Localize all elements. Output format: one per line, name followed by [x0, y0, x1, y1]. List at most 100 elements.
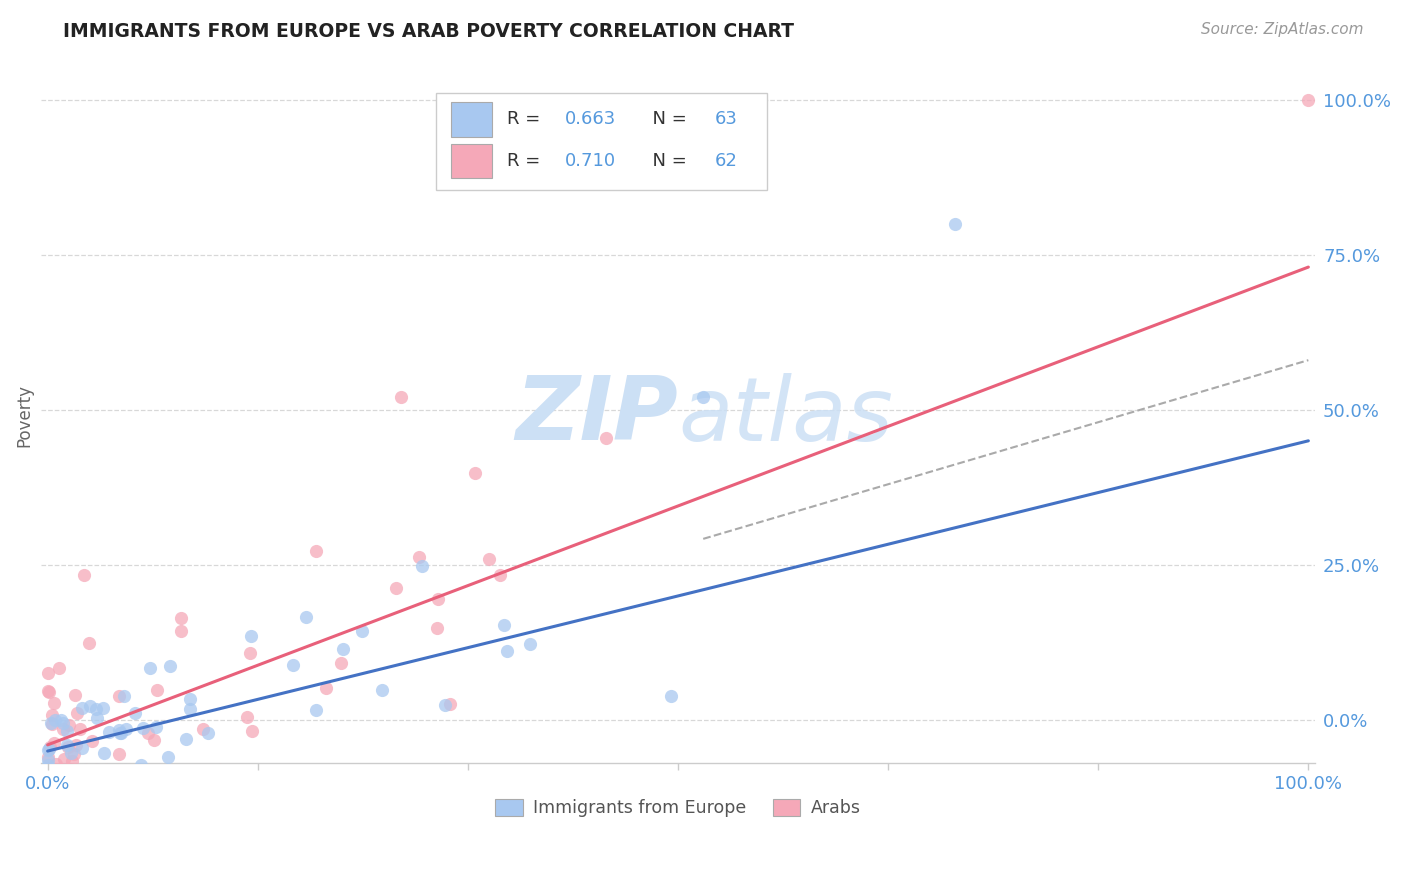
Point: [281, 657, 304, 672]
Point: [131, 721, 153, 735]
Point: [329, 657, 352, 671]
Text: N =: N =: [641, 152, 693, 170]
Point: [519, 637, 541, 651]
Point: [42, 763, 65, 777]
Point: [389, 390, 412, 404]
Point: [385, 581, 408, 595]
Point: [77, 636, 100, 650]
Point: [49, 713, 72, 727]
Point: [159, 763, 181, 777]
Point: [48, 660, 70, 674]
FancyBboxPatch shape: [436, 93, 768, 190]
Point: [433, 698, 456, 713]
Point: [411, 559, 433, 574]
Point: [115, 723, 138, 737]
Point: [179, 702, 201, 716]
Text: Source: ZipAtlas.com: Source: ZipAtlas.com: [1201, 22, 1364, 37]
Point: [146, 683, 169, 698]
Point: [193, 722, 215, 736]
Point: [170, 624, 193, 638]
Point: [63, 747, 86, 762]
Text: 63: 63: [714, 111, 738, 128]
Text: IMMIGRANTS FROM EUROPE VS ARAB POVERTY CORRELATION CHART: IMMIGRANTS FROM EUROPE VS ARAB POVERTY C…: [63, 22, 794, 41]
Point: [37, 665, 59, 680]
Text: 62: 62: [714, 152, 738, 170]
Text: atlas: atlas: [678, 373, 893, 459]
FancyBboxPatch shape: [451, 144, 492, 178]
Point: [659, 690, 682, 704]
Point: [174, 731, 197, 746]
Point: [352, 624, 374, 638]
Point: [108, 723, 131, 737]
Point: [1298, 93, 1320, 107]
Point: [138, 763, 160, 777]
Point: [240, 629, 263, 643]
Text: R =: R =: [508, 152, 547, 170]
Point: [128, 763, 150, 777]
Point: [52, 716, 75, 731]
Point: [53, 763, 76, 777]
Point: [59, 763, 82, 777]
Point: [108, 725, 131, 739]
Point: [84, 763, 107, 777]
Point: [489, 568, 512, 582]
Point: [37, 752, 59, 766]
Point: [38, 742, 60, 756]
Point: [114, 763, 136, 777]
Point: [295, 610, 318, 624]
Point: [66, 706, 89, 720]
Point: [129, 757, 152, 772]
Point: [305, 703, 328, 717]
Point: [37, 749, 59, 764]
Point: [41, 763, 63, 777]
Point: [235, 710, 257, 724]
Point: [124, 706, 146, 720]
Point: [86, 710, 108, 724]
Point: [110, 726, 132, 740]
Point: [72, 700, 94, 714]
Point: [80, 733, 103, 747]
Point: [41, 716, 63, 731]
Point: [96, 763, 118, 777]
Point: [37, 758, 59, 772]
Point: [439, 697, 461, 711]
Point: [136, 725, 159, 739]
Point: [84, 702, 107, 716]
Y-axis label: Poverty: Poverty: [15, 384, 32, 448]
Point: [332, 642, 354, 657]
Point: [52, 722, 75, 736]
Point: [75, 763, 97, 777]
Point: [464, 466, 486, 480]
Point: [157, 750, 180, 764]
Point: [60, 747, 83, 761]
Point: [44, 697, 66, 711]
Point: [45, 757, 67, 772]
Point: [53, 752, 76, 766]
Point: [38, 685, 60, 699]
Text: R =: R =: [508, 111, 547, 128]
Text: N =: N =: [641, 111, 693, 128]
Point: [97, 763, 120, 777]
Point: [65, 738, 87, 752]
Point: [91, 700, 114, 714]
Point: [155, 763, 177, 777]
Point: [37, 763, 59, 777]
Text: 0.663: 0.663: [565, 111, 616, 128]
FancyBboxPatch shape: [451, 102, 492, 136]
Point: [197, 726, 219, 740]
Point: [93, 746, 115, 760]
Point: [59, 763, 82, 777]
Point: [58, 718, 80, 732]
Point: [37, 763, 59, 777]
Point: [55, 723, 77, 738]
Point: [37, 684, 59, 698]
Point: [39, 763, 62, 777]
Point: [41, 708, 63, 723]
Point: [315, 681, 337, 695]
Point: [209, 763, 232, 777]
Point: [305, 544, 328, 558]
Point: [112, 689, 135, 703]
Point: [159, 659, 181, 673]
Point: [39, 763, 62, 777]
Point: [170, 611, 193, 625]
